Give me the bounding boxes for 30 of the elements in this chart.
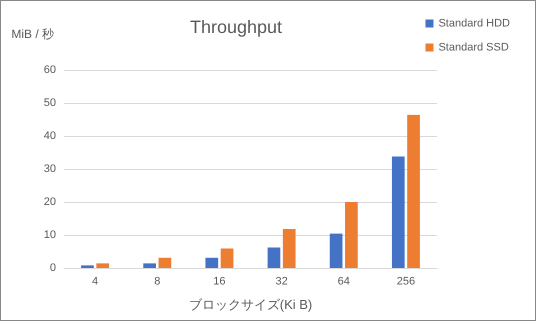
y-tick-label: 30: [44, 163, 56, 175]
bar: [330, 234, 342, 268]
y-tick-label: 10: [44, 229, 56, 241]
legend-label: Standard SSD: [438, 42, 509, 54]
chart-title: Throughput: [190, 17, 282, 37]
y-tick-label: 60: [44, 64, 56, 76]
x-tick-label: 4: [92, 276, 98, 288]
y-tick-label: 20: [44, 196, 56, 208]
bar: [407, 114, 420, 268]
bar: [392, 156, 405, 268]
x-tick-label: 64: [338, 276, 350, 288]
y-axis-title: MiB / 秒: [11, 27, 54, 41]
y-tick-label: 0: [50, 262, 56, 274]
bar: [220, 248, 234, 268]
bar: [345, 202, 358, 268]
bar: [96, 263, 110, 268]
y-tick-label: 40: [44, 130, 56, 142]
bar: [268, 248, 280, 268]
bar: [205, 258, 218, 268]
bar: [158, 258, 172, 268]
x-tick-label: 32: [275, 276, 288, 288]
x-tick-label: 256: [396, 276, 416, 288]
bar: [143, 263, 156, 268]
legend-label: Standard HDD: [438, 18, 510, 30]
bar: [282, 229, 296, 268]
x-tick-label: 8: [154, 276, 160, 288]
x-tick-label: 16: [213, 276, 226, 288]
y-tick-label: 50: [44, 97, 56, 109]
x-axis-title: ブロックサイズ(Ki B): [188, 297, 312, 312]
bar: [81, 265, 94, 268]
